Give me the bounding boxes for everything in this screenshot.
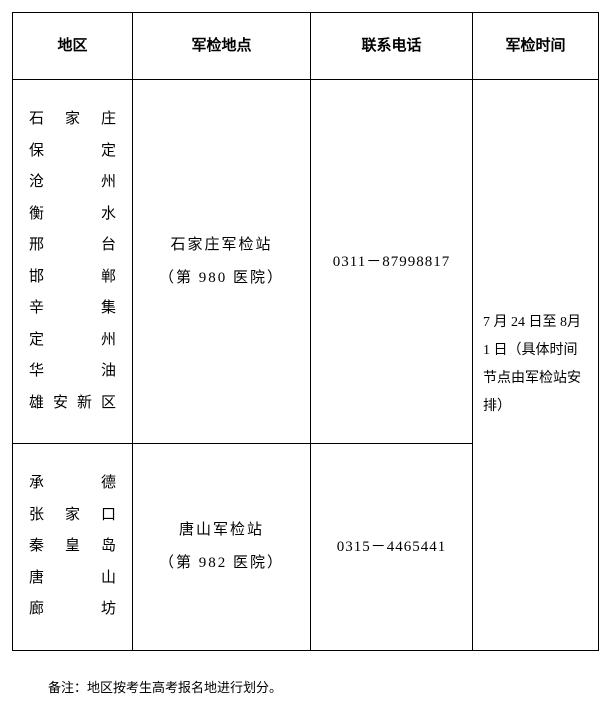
region-item: 衡 水: [29, 199, 116, 231]
phone-cell-1: 0311－87998817: [311, 80, 473, 444]
region-list-1: 石家庄 保 定 沧 州 衡 水 邢 台 邯 郸 辛 集 定 州 华 油 雄安新区: [29, 104, 116, 419]
region-item: 秦皇岛: [29, 531, 116, 563]
location-name: 石家庄军检站: [143, 229, 300, 262]
header-location: 军检地点: [133, 13, 311, 80]
location-detail: （第 982 医院）: [143, 547, 300, 580]
time-cell: 7 月 24 日至 8月 1 日（具体时间节点由军检站安排）: [473, 80, 599, 651]
region-item: 辛 集: [29, 293, 116, 325]
region-list-2: 承 德 张家口 秦皇岛 唐 山 廊 坊: [29, 468, 116, 626]
region-cell-2: 承 德 张家口 秦皇岛 唐 山 廊 坊: [13, 444, 133, 651]
region-item: 石家庄: [29, 104, 116, 136]
header-region: 地区: [13, 13, 133, 80]
region-item: 华 油: [29, 356, 116, 388]
header-phone: 联系电话: [311, 13, 473, 80]
header-time: 军检时间: [473, 13, 599, 80]
region-item: 保 定: [29, 136, 116, 168]
table-row: 石家庄 保 定 沧 州 衡 水 邢 台 邯 郸 辛 集 定 州 华 油 雄安新区…: [13, 80, 599, 444]
region-item: 定 州: [29, 325, 116, 357]
region-item: 沧 州: [29, 167, 116, 199]
region-item: 邯 郸: [29, 262, 116, 294]
region-item: 廊 坊: [29, 594, 116, 626]
location-detail: （第 980 医院）: [143, 262, 300, 295]
region-item: 雄安新区: [29, 388, 116, 420]
table-header-row: 地区 军检地点 联系电话 军检时间: [13, 13, 599, 80]
location-cell-1: 石家庄军检站 （第 980 医院）: [133, 80, 311, 444]
region-cell-1: 石家庄 保 定 沧 州 衡 水 邢 台 邯 郸 辛 集 定 州 华 油 雄安新区: [13, 80, 133, 444]
location-name: 唐山军检站: [143, 514, 300, 547]
phone-cell-2: 0315－4465441: [311, 444, 473, 651]
inspection-schedule-table: 地区 军检地点 联系电话 军检时间 石家庄 保 定 沧 州 衡 水 邢 台 邯 …: [12, 12, 599, 651]
location-cell-2: 唐山军检站 （第 982 医院）: [133, 444, 311, 651]
region-item: 张家口: [29, 500, 116, 532]
region-item: 承 德: [29, 468, 116, 500]
region-item: 唐 山: [29, 563, 116, 595]
note-text: 备注：地区按考生高考报名地进行划分。: [48, 677, 598, 696]
region-item: 邢 台: [29, 230, 116, 262]
